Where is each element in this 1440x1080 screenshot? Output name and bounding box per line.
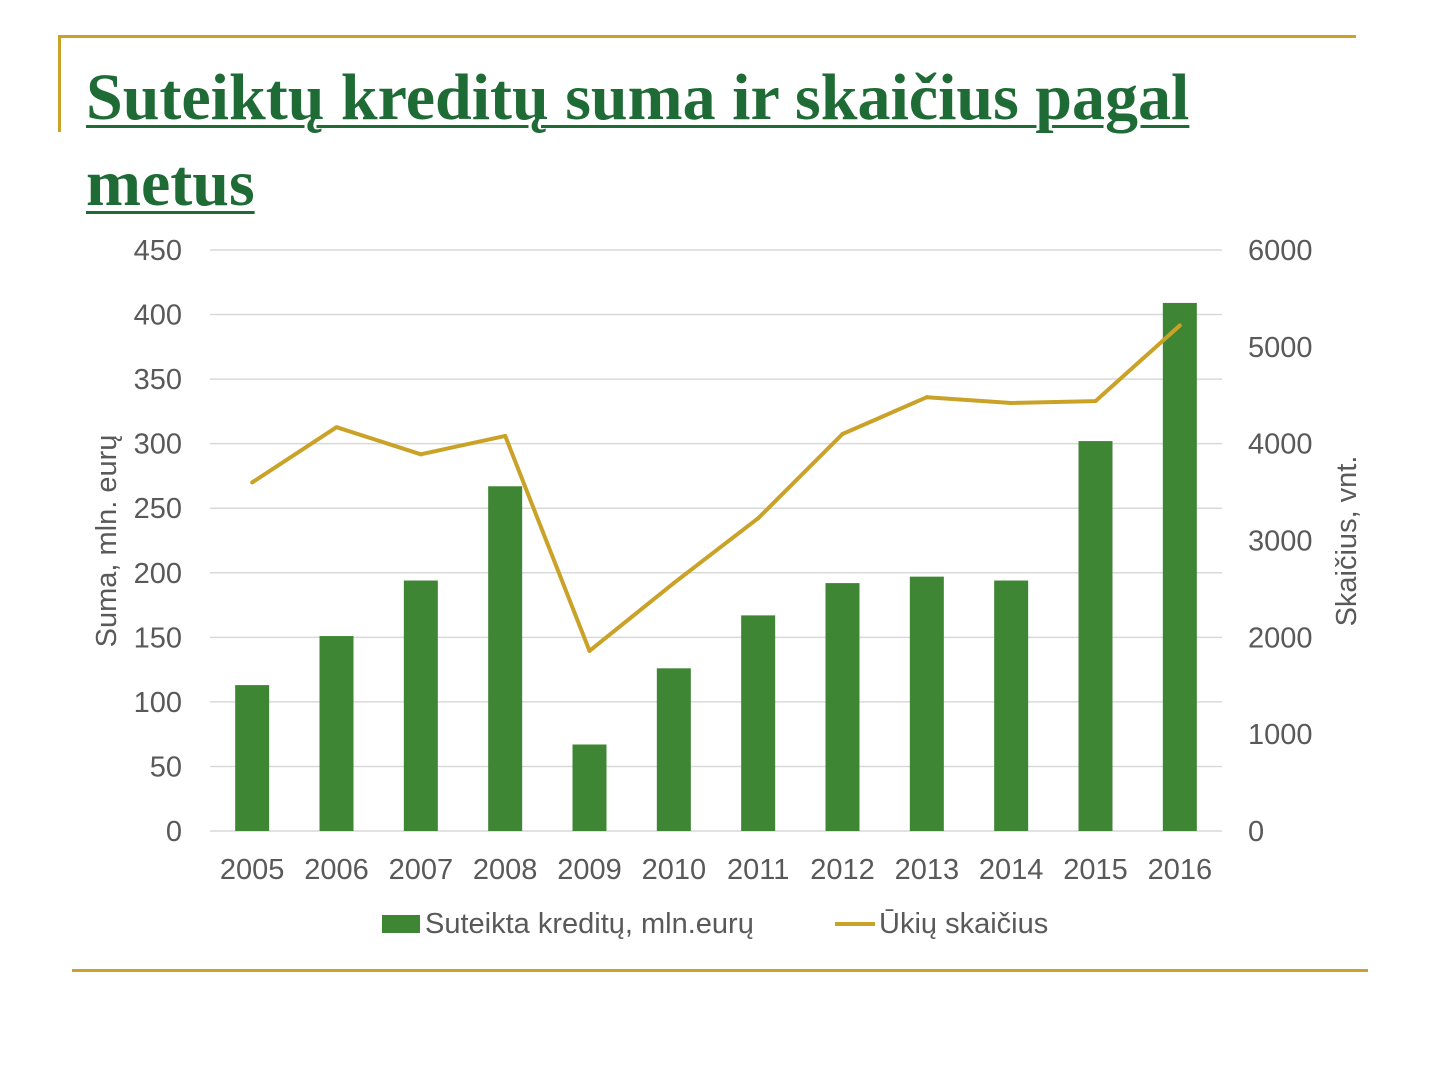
left-tick-label: 200 [134,558,182,590]
x-tick-label: 2009 [557,854,622,886]
bar-2016 [1162,302,1197,831]
bar-2008 [488,486,523,831]
right-tick-label: 3000 [1248,526,1313,558]
bar-2005 [235,685,270,831]
line-point-2005 [250,480,255,485]
left-axis-ticks: 0 50 100 150 200 250 300 350 400 450 [134,235,182,848]
right-tick-label: 2000 [1248,622,1313,654]
x-tick-label: 2008 [473,854,538,886]
line-point-2016 [1177,323,1182,328]
x-tick-label: 2006 [304,854,369,886]
left-tick-label: 250 [134,493,182,525]
right-axis-title: Skaičius, vnt. [1331,456,1363,627]
right-tick-label: 0 [1248,816,1264,848]
right-axis-ticks: 0 1000 2000 3000 4000 5000 6000 [1248,235,1313,848]
line-point-2006 [334,425,339,430]
x-axis-ticks: 2005 2006 2007 2008 2009 2010 2011 2012 2013 2014… [220,854,1212,886]
line-series [250,323,1182,653]
bar-2010 [656,668,691,831]
bar-2009 [572,744,607,831]
legend-bar-label: Suteikta kreditų, mln.eurų [425,908,754,940]
left-axis-title: Suma, mln. eurų [91,435,123,648]
x-tick-label: 2013 [895,854,960,886]
right-tick-label: 4000 [1248,429,1313,461]
right-tick-label: 5000 [1248,332,1313,364]
series-line-ukiu-skaicius [251,324,1182,653]
left-tick-label: 100 [134,687,182,719]
gridlines [210,249,1222,832]
line-point-2007 [418,452,423,457]
x-tick-label: 2007 [389,854,454,886]
left-tick-label: 450 [134,235,182,267]
left-tick-label: 150 [134,622,182,654]
bar-2011 [741,615,776,831]
line-point-2010 [671,581,676,586]
line-point-2013 [924,395,929,400]
bar-2013 [909,576,944,831]
x-tick-label: 2015 [1063,854,1128,886]
left-tick-label: 350 [134,364,182,396]
line-point-2009 [587,648,592,653]
right-tick-label: 1000 [1248,719,1313,751]
left-tick-label: 50 [150,751,182,783]
bar-2014 [994,580,1029,831]
line-point-2014 [1009,400,1014,405]
x-tick-label: 2010 [642,854,707,886]
bottom-accent-line [72,969,1368,972]
right-tick-label: 6000 [1248,235,1313,267]
x-tick-label: 2005 [220,854,285,886]
slide-title: Suteiktų kreditų suma ir skaičius pagal … [86,61,1190,220]
line-point-2011 [756,516,761,521]
left-tick-label: 0 [166,816,182,848]
bar-2007 [403,580,438,831]
x-tick-label: 2016 [1148,854,1213,886]
top-accent-line [58,35,1356,38]
line-point-2012 [840,431,845,436]
left-accent-line [58,35,61,132]
left-tick-label: 300 [134,429,182,461]
line-point-2015 [1093,399,1098,404]
bar-2012 [825,583,860,831]
x-tick-label: 2011 [727,854,789,886]
legend-line-label: Ūkių skaičius [879,908,1048,940]
line-point-2008 [503,433,508,438]
x-tick-label: 2012 [810,854,875,886]
bar-2006 [319,636,354,831]
x-tick-label: 2014 [979,854,1044,886]
bar-series [235,302,1197,831]
bar-2015 [1078,441,1113,831]
legend: Suteikta kreditų, mln.eurų Ūkių skaičius [382,908,1048,940]
left-tick-label: 400 [134,300,182,332]
legend-bar-swatch [382,915,420,933]
